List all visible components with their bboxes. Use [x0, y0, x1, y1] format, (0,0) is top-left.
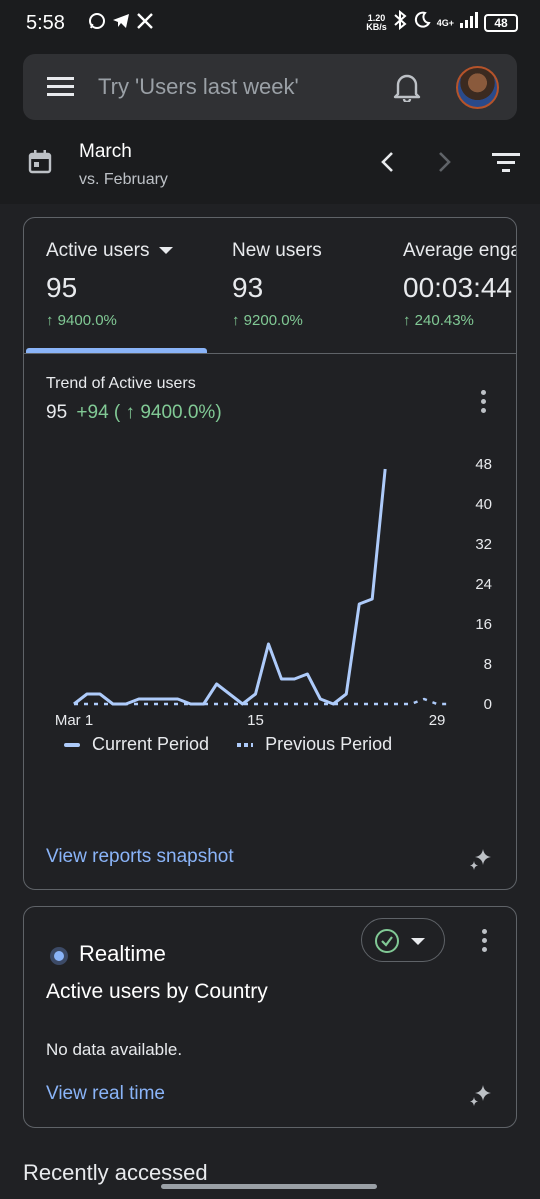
- view-real-time-link[interactable]: View real time: [46, 1083, 165, 1104]
- realtime-more-options-icon[interactable]: [481, 929, 487, 953]
- legend-solid-line-marker: [64, 742, 80, 747]
- metric-change: ↑ 9200.0%: [232, 312, 303, 329]
- realtime-title: Realtime: [79, 941, 166, 966]
- sparkle-insights-icon[interactable]: [467, 1081, 495, 1109]
- metric-change: ↑ 9400.0%: [46, 312, 117, 329]
- recently-accessed-heading: Recently accessed: [23, 1160, 208, 1185]
- metric-label: New users: [232, 240, 322, 261]
- menu-icon[interactable]: [47, 75, 75, 99]
- y-tick-label: 40: [475, 496, 492, 513]
- y-tick-label: 8: [484, 656, 492, 673]
- x-icon: [136, 12, 154, 30]
- previous-period-line: [74, 697, 450, 706]
- home-gesture-bar[interactable]: [161, 1184, 377, 1189]
- metric-tab-active-users[interactable]: Active users 95 ↑ 9400.0%: [46, 240, 174, 329]
- current-period-line: [73, 468, 387, 706]
- network-type: 4G+: [436, 17, 454, 28]
- y-tick-label: 24: [475, 576, 492, 593]
- comparison-range-label[interactable]: vs. February: [79, 171, 168, 188]
- legend-dashed-line-marker: [237, 742, 254, 747]
- realtime-status-dropdown[interactable]: [361, 918, 445, 962]
- top-app-bar: Try 'Users last week': [0, 46, 540, 130]
- chart-more-options-icon[interactable]: [480, 390, 486, 414]
- dropdown-caret-icon[interactable]: [159, 247, 174, 255]
- dropdown-caret-icon: [411, 938, 425, 945]
- chart-legend: Current Period Previous Period: [64, 734, 392, 755]
- metric-label: Average engagement time: [403, 240, 516, 261]
- legend-previous-period: Previous Period: [265, 734, 393, 754]
- metric-value: 95: [46, 272, 78, 303]
- x-tick-label: 29: [429, 712, 446, 729]
- bluetooth-icon: [393, 9, 407, 35]
- search-bar[interactable]: Try 'Users last week': [23, 54, 517, 120]
- date-range-bar: March vs. February: [0, 130, 540, 204]
- metric-change: ↑ 240.43%: [403, 312, 474, 329]
- overview-card: Active users 95 ↑ 9400.0% New users 93 ↑…: [23, 217, 517, 890]
- network-speed: 1.20 KB/s: [366, 12, 387, 32]
- metric-value: 00:03:44: [403, 272, 512, 303]
- y-tick-label: 16: [475, 616, 492, 633]
- realtime-card: Realtime Active users by Country No data…: [23, 906, 517, 1128]
- battery-icon: 48: [484, 13, 518, 32]
- filter-icon[interactable]: [492, 152, 520, 174]
- active-users-line-chart: 0 8 16 24 32 40 48 Mar 1 15 29: [55, 456, 492, 729]
- view-reports-snapshot-link[interactable]: View reports snapshot: [46, 846, 234, 867]
- empty-state-text: No data available.: [46, 1040, 183, 1059]
- sparkle-insights-icon[interactable]: [467, 845, 495, 873]
- do-not-disturb-moon-icon: [413, 11, 431, 34]
- calendar-icon[interactable]: [28, 150, 52, 174]
- trend-delta: +94 ( ↑ 9400.0%): [76, 402, 222, 423]
- whatsapp-icon: [88, 12, 106, 30]
- trend-summary: 95 +94 ( ↑ 9400.0%): [46, 402, 222, 424]
- check-circle-icon: [375, 929, 399, 953]
- x-tick-label: Mar 1: [55, 712, 93, 729]
- metric-label: Active users: [46, 240, 150, 261]
- trend-value: 95: [46, 402, 68, 423]
- realtime-live-dot-icon: [50, 947, 68, 965]
- status-indicators: 1.20 KB/s 4G+ 48: [366, 9, 518, 35]
- y-tick-label: 48: [475, 456, 492, 473]
- y-tick-label: 32: [475, 536, 492, 553]
- next-period-chevron-icon[interactable]: [434, 151, 454, 173]
- telegram-icon: [112, 12, 130, 30]
- previous-period-chevron-icon[interactable]: [378, 151, 398, 173]
- x-tick-label: 15: [247, 712, 264, 729]
- legend-current-period: Current Period: [92, 734, 210, 754]
- notifications-bell-icon[interactable]: [393, 72, 421, 104]
- y-tick-label: 0: [484, 696, 492, 713]
- status-time: 5:58: [26, 12, 65, 34]
- signal-icon: [460, 12, 478, 33]
- metric-tab-new-users[interactable]: New users 93 ↑ 9200.0%: [232, 240, 322, 329]
- metric-tabs: Active users 95 ↑ 9400.0% New users 93 ↑…: [24, 218, 516, 354]
- date-range-label[interactable]: March: [79, 141, 132, 162]
- metric-value: 93: [232, 272, 264, 303]
- metric-tab-average-engagement[interactable]: Average engagement time 00:03:44 ↑ 240.4…: [403, 240, 516, 329]
- status-app-icons: [88, 12, 154, 30]
- selected-tab-indicator: [26, 348, 207, 353]
- trend-title: Trend of Active users: [46, 375, 196, 392]
- realtime-subtitle: Active users by Country: [46, 980, 268, 1003]
- status-bar: 5:58 1.20 KB/s 4G+ 48: [0, 0, 540, 46]
- account-avatar[interactable]: [456, 66, 499, 109]
- search-input[interactable]: Try 'Users last week': [98, 74, 299, 99]
